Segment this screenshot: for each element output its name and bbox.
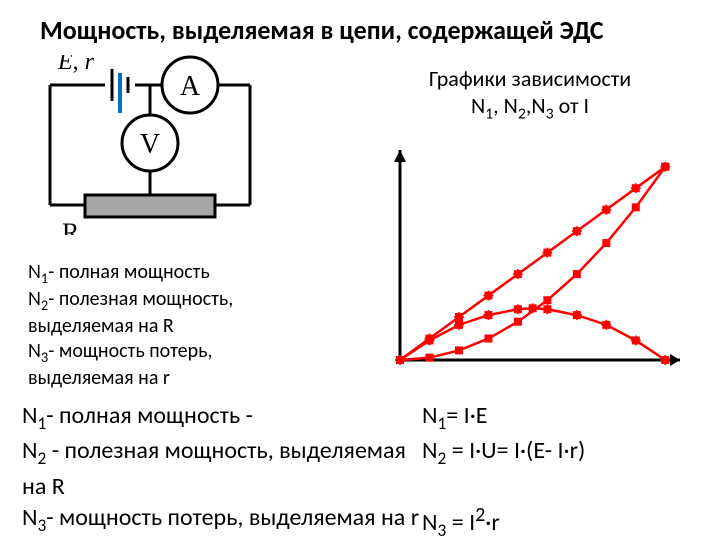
equations-block: N1- полная мощность - N1= I·E N2 - полез…: [22, 400, 700, 542]
legend-line2: N1, N2,N3 от I: [360, 92, 700, 123]
page-title: Мощность, выделяемая в цепи, содержащей …: [40, 14, 700, 46]
svg-text:A: A: [180, 71, 201, 102]
series-legend: N1- полная мощность N2- полезная мощност…: [28, 260, 328, 391]
power-vs-current-chart: [380, 140, 690, 380]
graph-legend-title: Графики зависимости N1, N2,N3 от I: [360, 65, 700, 123]
svg-text:V: V: [140, 129, 160, 160]
circuit-diagram: A V E, r R: [20, 55, 280, 235]
legend-line1: Графики зависимости: [360, 65, 700, 92]
svg-text:R: R: [62, 218, 80, 235]
svg-text:E, r: E, r: [57, 55, 95, 75]
